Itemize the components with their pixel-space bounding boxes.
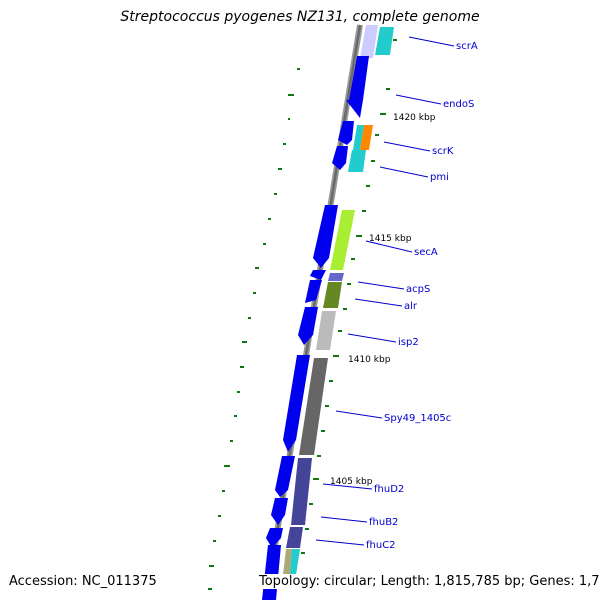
topology-text: Topology: circular; Length: 1,815,785 bp… <box>259 574 600 589</box>
cds-arrow <box>346 56 369 118</box>
gene-label-endoS[interactable]: endoS <box>443 99 474 110</box>
cds-segment <box>328 273 344 281</box>
gene-label-fhuB2[interactable]: fhuB2 <box>369 517 398 528</box>
position-marker: 1420 kbp <box>393 113 436 123</box>
cds-arrow <box>298 307 318 345</box>
cds-segment <box>323 282 342 308</box>
position-ticks <box>301 39 397 554</box>
cds-track <box>262 25 394 600</box>
cds-arrow <box>305 280 322 303</box>
cds-segment <box>375 27 394 55</box>
gene-label-lines <box>315 36 455 546</box>
gene-label-fhuD2[interactable]: fhuD2 <box>374 484 404 495</box>
cds-arrow <box>283 355 310 452</box>
gene-labels: scrA endoS scrK pmi secA acpS alr isp2 S… <box>366 41 478 551</box>
gene-label-scrA[interactable]: scrA <box>456 41 478 52</box>
cds-segment <box>290 549 300 575</box>
cds-arrow <box>332 146 348 170</box>
position-marker: 1405 kbp <box>330 477 373 487</box>
cds-arrow <box>275 456 295 497</box>
cds-segment <box>316 311 336 350</box>
cds-segment <box>283 549 292 575</box>
cds-segment <box>348 150 366 172</box>
cds-segment <box>353 125 364 150</box>
cds-arrow <box>313 205 338 268</box>
gene-label-scrK[interactable]: scrK <box>432 146 454 157</box>
cds-segment <box>299 358 328 455</box>
cds-arrow <box>271 498 288 525</box>
cds-segment <box>360 125 373 150</box>
cds-arrow <box>360 25 378 58</box>
accession-text: Accession: NC_011375 <box>9 574 157 589</box>
gene-label-secA[interactable]: secA <box>414 247 438 258</box>
cds-segment <box>330 210 355 270</box>
cds-arrow <box>262 545 281 600</box>
position-markers: 1420 kbp 1415 kbp 1410 kbp 1405 kbp <box>330 113 436 487</box>
position-marker: 1410 kbp <box>348 355 391 365</box>
cds-arrow <box>310 270 326 280</box>
gc-content-plot <box>208 68 300 590</box>
position-marker: 1415 kbp <box>369 234 412 244</box>
gene-label-acpS[interactable]: acpS <box>406 284 430 295</box>
gene-label-isp2[interactable]: isp2 <box>398 337 419 348</box>
cds-arrow <box>266 528 283 548</box>
gene-label-Spy49_1405c[interactable]: Spy49_1405c <box>384 413 451 424</box>
gene-label-alr[interactable]: alr <box>404 301 418 312</box>
cds-segment <box>286 527 303 548</box>
gene-label-fhuC2[interactable]: fhuC2 <box>366 540 396 551</box>
cds-segment <box>291 458 312 525</box>
gene-label-pmi[interactable]: pmi <box>430 172 449 183</box>
genome-title: Streptococcus pyogenes NZ131, complete g… <box>120 9 480 25</box>
cds-arrow <box>338 121 354 145</box>
